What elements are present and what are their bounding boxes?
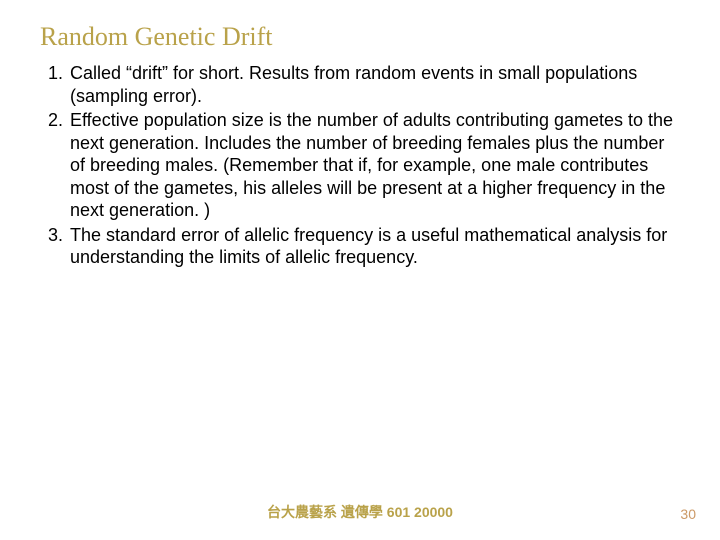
list-item: The standard error of allelic frequency … xyxy=(68,224,680,269)
slide-title: Random Genetic Drift xyxy=(40,22,273,52)
list-item: Effective population size is the number … xyxy=(68,109,680,222)
slide-body: Called “drift” for short. Results from r… xyxy=(40,62,680,271)
numbered-list: Called “drift” for short. Results from r… xyxy=(40,62,680,269)
footer-center-text: 台大農藝系 遺傳學 601 20000 xyxy=(0,502,720,522)
page-number: 30 xyxy=(680,506,696,522)
list-item: Called “drift” for short. Results from r… xyxy=(68,62,680,107)
